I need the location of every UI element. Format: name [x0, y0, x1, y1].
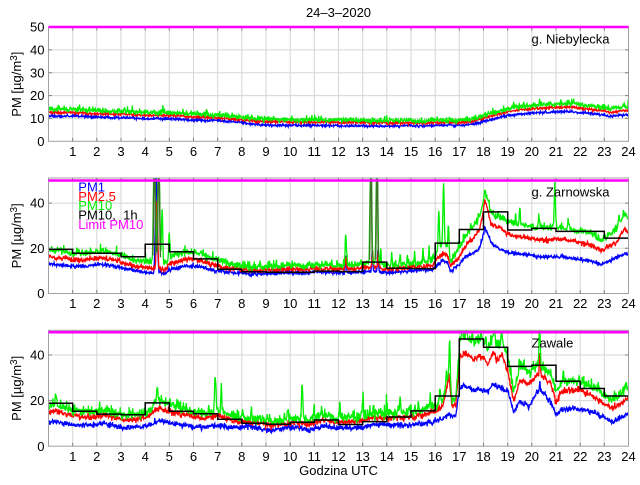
svg-text:14: 14 [380, 449, 394, 464]
svg-text:3: 3 [117, 296, 124, 311]
svg-text:18: 18 [476, 449, 490, 464]
svg-text:16: 16 [428, 144, 442, 159]
svg-text:PM [µg/m3]: PM [µg/m3] [9, 52, 24, 117]
svg-text:6: 6 [190, 144, 197, 159]
svg-text:3: 3 [117, 144, 124, 159]
svg-text:17: 17 [452, 144, 466, 159]
svg-text:19: 19 [500, 296, 514, 311]
svg-text:9: 9 [262, 144, 269, 159]
svg-text:g. Niebylecka: g. Niebylecka [532, 31, 611, 46]
svg-text:10: 10 [283, 296, 297, 311]
svg-text:23: 23 [597, 296, 611, 311]
svg-text:PM1: PM1 [78, 179, 105, 194]
svg-text:24–3–2020: 24–3–2020 [306, 5, 371, 20]
svg-text:1: 1 [69, 144, 76, 159]
svg-text:19: 19 [500, 144, 514, 159]
svg-text:11: 11 [308, 449, 322, 464]
svg-text:22: 22 [573, 449, 587, 464]
svg-text:13: 13 [355, 144, 369, 159]
svg-text:20: 20 [525, 449, 539, 464]
svg-text:20: 20 [30, 88, 44, 103]
svg-text:8: 8 [238, 449, 245, 464]
svg-text:23: 23 [597, 144, 611, 159]
svg-text:9: 9 [262, 296, 269, 311]
svg-text:9: 9 [262, 449, 269, 464]
svg-text:13: 13 [355, 449, 369, 464]
svg-text:17: 17 [452, 296, 466, 311]
svg-text:10: 10 [283, 144, 297, 159]
svg-text:21: 21 [549, 144, 563, 159]
svg-text:10: 10 [283, 449, 297, 464]
svg-text:7: 7 [214, 296, 221, 311]
svg-text:21: 21 [549, 449, 563, 464]
svg-text:20: 20 [525, 296, 539, 311]
svg-text:16: 16 [428, 449, 442, 464]
svg-text:Zawale: Zawale [532, 336, 574, 351]
svg-text:20: 20 [30, 393, 44, 408]
svg-text:24: 24 [621, 449, 635, 464]
svg-text:24: 24 [621, 296, 635, 311]
svg-text:15: 15 [404, 449, 418, 464]
svg-text:18: 18 [476, 296, 490, 311]
svg-text:20: 20 [30, 241, 44, 256]
svg-text:8: 8 [238, 144, 245, 159]
svg-text:Godzina UTC: Godzina UTC [299, 463, 378, 478]
svg-text:12: 12 [331, 449, 345, 464]
svg-text:4: 4 [142, 449, 149, 464]
svg-text:40: 40 [30, 43, 44, 58]
svg-text:12: 12 [331, 296, 345, 311]
svg-text:15: 15 [404, 296, 418, 311]
svg-text:0: 0 [37, 439, 44, 454]
svg-text:11: 11 [308, 296, 322, 311]
svg-text:14: 14 [380, 296, 394, 311]
svg-text:4: 4 [142, 296, 149, 311]
svg-text:15: 15 [404, 144, 418, 159]
svg-text:50: 50 [30, 20, 44, 35]
svg-text:2: 2 [93, 296, 100, 311]
svg-text:5: 5 [166, 144, 173, 159]
svg-text:0: 0 [37, 286, 44, 301]
svg-text:2: 2 [93, 449, 100, 464]
svg-text:PM [µg/m3]: PM [µg/m3] [9, 356, 24, 421]
svg-text:24: 24 [621, 144, 635, 159]
svg-text:7: 7 [214, 449, 221, 464]
svg-text:16: 16 [428, 296, 442, 311]
svg-text:22: 22 [573, 144, 587, 159]
svg-text:10: 10 [30, 111, 44, 126]
svg-text:6: 6 [190, 449, 197, 464]
svg-text:17: 17 [452, 449, 466, 464]
svg-text:PM10, 1h: PM10, 1h [78, 208, 137, 223]
svg-text:8: 8 [238, 296, 245, 311]
svg-text:13: 13 [355, 296, 369, 311]
svg-text:5: 5 [166, 296, 173, 311]
svg-text:1: 1 [69, 449, 76, 464]
svg-text:23: 23 [597, 449, 611, 464]
svg-text:11: 11 [308, 144, 322, 159]
svg-text:18: 18 [476, 144, 490, 159]
svg-text:6: 6 [190, 296, 197, 311]
svg-text:30: 30 [30, 65, 44, 80]
svg-text:22: 22 [573, 296, 587, 311]
svg-text:7: 7 [214, 144, 221, 159]
svg-text:PM2.5: PM2.5 [78, 189, 116, 204]
svg-text:1: 1 [69, 296, 76, 311]
svg-text:Limit PM10: Limit PM10 [78, 217, 143, 232]
svg-text:0: 0 [37, 134, 44, 149]
svg-text:PM10: PM10 [78, 198, 112, 213]
svg-text:14: 14 [380, 144, 394, 159]
svg-text:3: 3 [117, 449, 124, 464]
svg-text:20: 20 [525, 144, 539, 159]
svg-text:40: 40 [30, 348, 44, 363]
svg-text:g. Zarnowska: g. Zarnowska [532, 184, 611, 199]
svg-text:19: 19 [500, 449, 514, 464]
svg-text:21: 21 [549, 296, 563, 311]
svg-text:5: 5 [166, 449, 173, 464]
svg-text:PM [µg/m3]: PM [µg/m3] [9, 203, 24, 268]
svg-text:40: 40 [30, 196, 44, 211]
svg-text:12: 12 [331, 144, 345, 159]
svg-text:2: 2 [93, 144, 100, 159]
svg-text:4: 4 [142, 144, 149, 159]
